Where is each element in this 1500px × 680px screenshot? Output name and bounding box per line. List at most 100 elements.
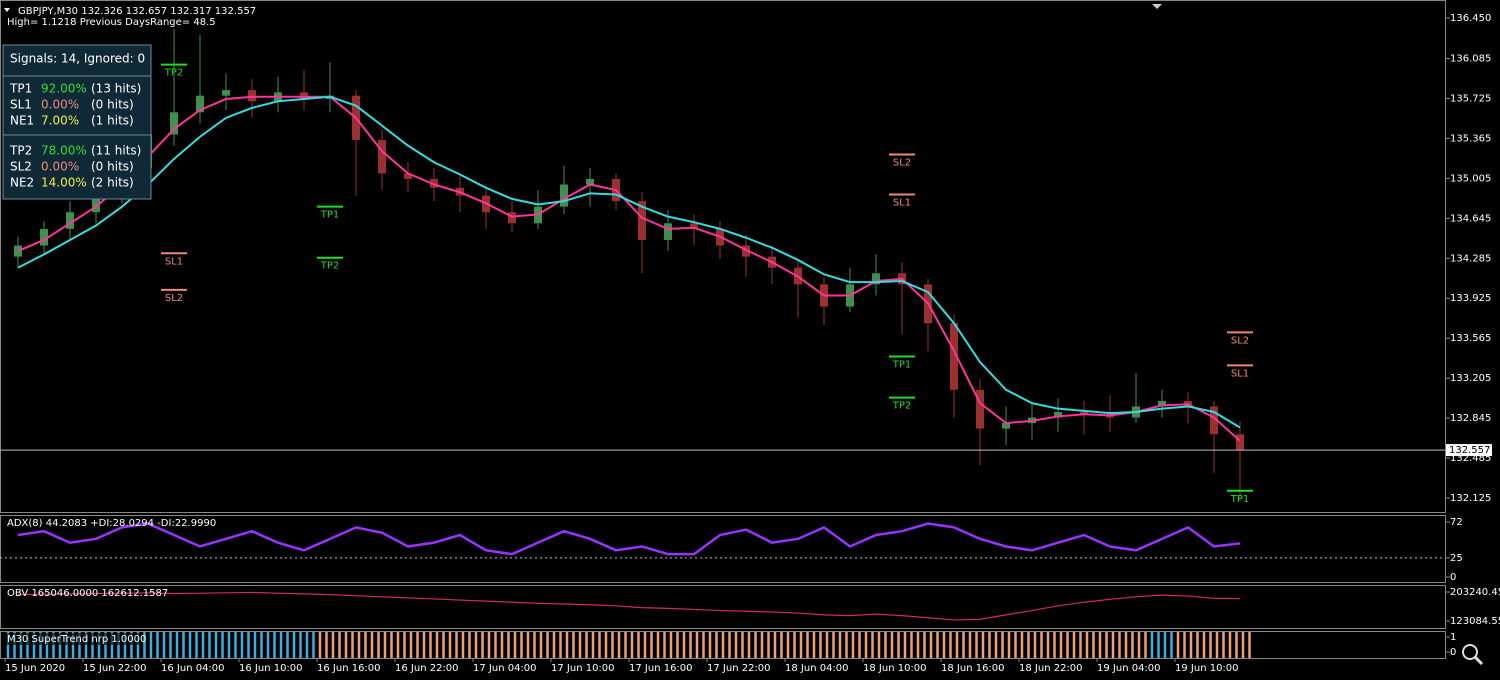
y-tick-label: 0 [1450,647,1456,658]
y-tick-label: 132.125 [1450,493,1491,504]
row-percent: 0.00% [41,160,79,174]
candle-body [430,178,438,188]
candle-body [300,92,308,100]
menu-arrow [4,8,10,12]
y-tick-label: 0 [1450,572,1456,583]
signal-label: SL2 [165,293,183,304]
signal-label: SL1 [165,256,183,267]
row-percent: 92.00% [41,82,87,96]
x-tick-label: 18 Jun 16:00 [941,663,1005,674]
signal-label: TP2 [320,261,340,272]
panel-title: Signals: 14, Ignored: 0 [10,52,145,66]
y-tick-label: 135.005 [1450,173,1491,184]
y-tick-label: 134.645 [1450,213,1491,224]
row-name: NE1 [10,114,34,128]
candle-body [1236,434,1244,451]
row-percent: 14.00% [41,176,87,190]
series-line [17,522,1241,556]
pane-title: OBV 165046.0000 162612.1587 [7,588,168,599]
row-percent: 78.00% [41,144,87,158]
candle-body [560,184,568,207]
candle-body [378,140,386,174]
title-backdrop [2,633,140,645]
candle-body [508,212,516,224]
candle-body [586,178,594,185]
signals-panel: Signals: 14, Ignored: 0 TP1 92.00% (13 hits… [2,44,152,200]
candle-body [638,201,646,240]
candle-body [92,195,100,213]
candle-body [1080,411,1088,415]
row-hits: (13 hits) [91,82,141,96]
y-tick-label: 135.725 [1450,93,1491,104]
y-tick-label: 133.565 [1450,333,1491,344]
main-pane [0,0,1446,513]
x-tick-label: 17 Jun 16:00 [629,663,693,674]
x-tick-label: 16 Jun 16:00 [317,663,381,674]
candle-body [66,212,74,229]
candle-body [664,223,672,240]
scroll-marker [1152,4,1162,9]
candle-body [950,323,958,390]
series-line [17,95,1241,429]
y-tick-label: 135.365 [1450,133,1491,144]
signal-label: TP2 [892,401,912,412]
x-tick-label: 17 Jun 10:00 [551,663,615,674]
signal-label: SL2 [1231,335,1249,346]
y-tick-label: 25 [1450,553,1463,564]
y-tick-label: 136.085 [1450,53,1491,64]
y-tick-label: 136.450 [1450,13,1491,24]
row-hits: (1 hits) [91,114,134,128]
info-line: High= 1.1218 Previous DaysRange= 48.5 [7,17,216,28]
pane-title: ADX(8) 44.2083 +DI:28.0294 -DI:22.9990 [7,518,216,529]
signal-label: TP1 [1230,494,1250,505]
pane-frames [0,0,1446,659]
x-tick-label: 15 Jun 22:00 [83,663,147,674]
series-line [17,95,1241,442]
y-tick-label: 1 [1450,632,1456,643]
x-tick-label: 17 Jun 22:00 [707,663,771,674]
row-name: SL1 [10,98,32,112]
row-name: TP2 [9,144,32,158]
row-hits: (2 hits) [91,176,134,190]
adx-pane [0,515,1446,583]
obv-pane [0,585,1446,629]
row-percent: 0.00% [41,98,79,112]
candle-body [690,223,698,229]
signal-label: SL1 [893,197,911,208]
candle-body [196,95,204,113]
x-tick-label: 16 Jun 10:00 [239,663,303,674]
x-tick-label: 16 Jun 22:00 [395,663,459,674]
signal-label: SL2 [893,157,911,168]
pane-title: M30 SuperTrend nrp 1.0000 [7,634,146,645]
candle-body [1158,400,1166,407]
symbol-line: GBPJPY,M30 132.326 132.657 132.317 132.5… [18,6,256,17]
signal-label: TP1 [892,360,912,371]
row-hits: (0 hits) [91,160,134,174]
x-tick-label: 18 Jun 10:00 [863,663,927,674]
signal-label: TP1 [320,210,340,221]
signal-label: TP2 [164,68,184,79]
x-tick-label: 18 Jun 22:00 [1019,663,1083,674]
candle-body [1210,406,1218,435]
candle-body [976,389,984,429]
candle-body [40,228,48,246]
y-tick-label: 133.205 [1450,373,1491,384]
candle-body [1002,423,1010,429]
current-price-tag [1446,444,1492,457]
x-tick-label: 17 Jun 04:00 [473,663,537,674]
x-tick-label: 19 Jun 04:00 [1097,663,1161,674]
zoom-icon[interactable] [1462,644,1484,666]
y-tick-label: 134.285 [1450,253,1491,264]
row-name: SL2 [10,160,32,174]
y-tick-label: 123084.55 [1450,616,1500,627]
y-tick-label: 203240.45 [1450,587,1500,598]
y-tick-label: 133.925 [1450,293,1491,304]
row-hits: (0 hits) [91,98,134,112]
candle-body [872,273,880,285]
x-tick-label: 18 Jun 04:00 [785,663,849,674]
candle-body [404,173,412,179]
candle-body [248,90,256,102]
